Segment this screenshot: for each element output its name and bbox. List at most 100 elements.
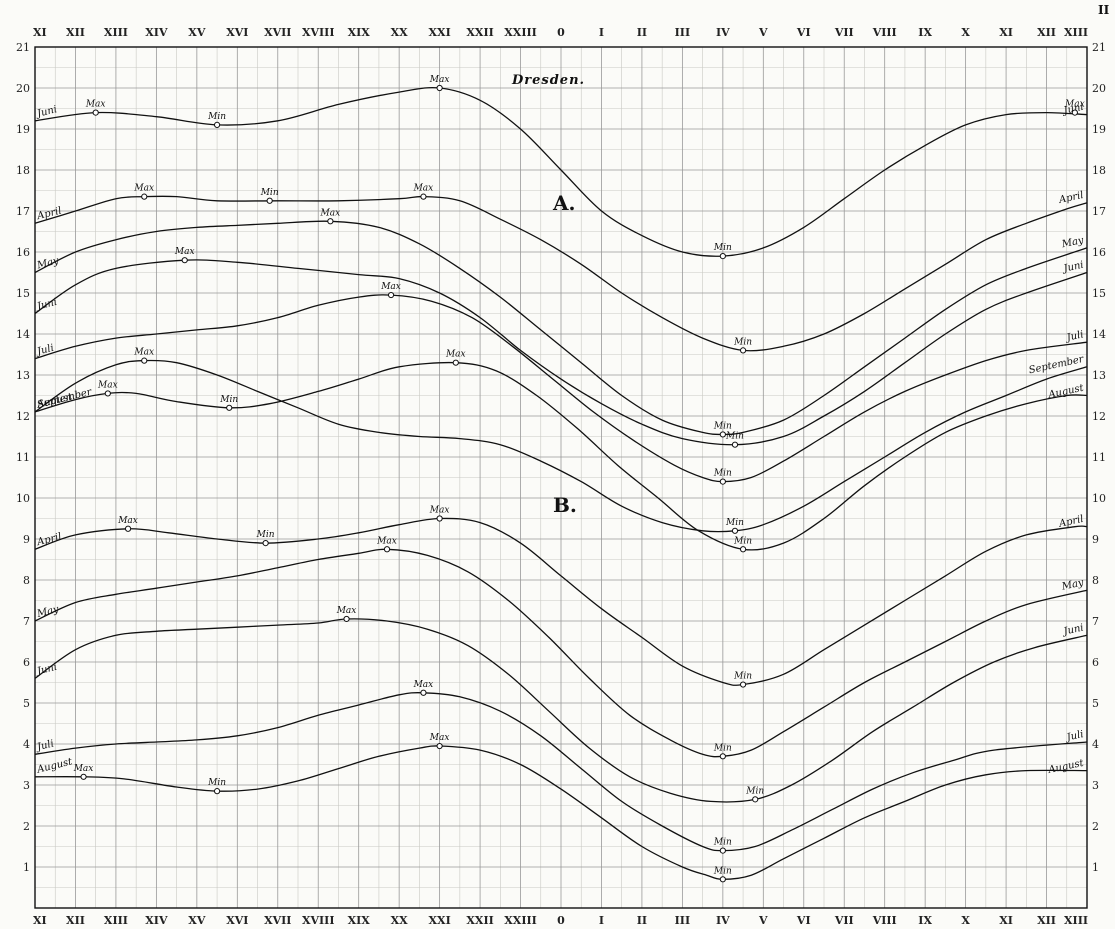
min-label: Min: [219, 395, 238, 405]
y-tick-label-right: 4: [1092, 738, 1099, 751]
min-marker: [719, 253, 726, 260]
x-axis-bottom: XI XII XIII XIV XV XVI XVII XVIII XIX XX XXI XXII XX…: [33, 914, 1088, 927]
series-label-end: April: [1057, 514, 1085, 530]
x-tick-label-bottom: XIX: [348, 914, 371, 927]
series-label-end: Juli: [1064, 729, 1085, 744]
series-juli: Juli Juli Max Min: [34, 282, 1088, 485]
min-label: Min: [713, 469, 732, 479]
max-label: Max: [429, 506, 450, 516]
x-tick-label-top: XXII: [466, 26, 493, 39]
x-tick-label-bottom: II: [637, 914, 647, 927]
series-line-may: [34, 548, 1088, 758]
series-group-b: April April Max Min Max Min May May Max Min Juni Ju…: [34, 506, 1088, 883]
max-marker: [141, 193, 148, 200]
group-label-b: B.: [553, 493, 577, 517]
x-tick-label-bottom: XVIII: [302, 914, 335, 927]
series-label-start: August: [35, 756, 74, 776]
x-tick-label-top: IV: [716, 26, 730, 39]
x-tick-label-bottom: III: [675, 914, 690, 927]
min-marker: [719, 847, 726, 854]
x-tick-label-bottom: XX: [391, 914, 409, 927]
y-tick-label-left: 9: [23, 533, 30, 546]
y-tick-label-left: 2: [23, 820, 30, 833]
x-tick-label-top: XI: [999, 26, 1013, 39]
min-label: Min: [713, 743, 732, 753]
x-tick-label-top: XVII: [264, 26, 291, 39]
max-marker: [436, 742, 443, 750]
series-line-april: [34, 517, 1088, 686]
series-label-start: May: [35, 604, 60, 620]
series-label-start: April: [35, 531, 63, 548]
series-label-end: August: [1046, 758, 1085, 777]
x-tick-label-bottom: XV: [188, 914, 206, 927]
series-line-juni: [34, 87, 1088, 257]
max-label: Max: [336, 606, 357, 616]
max-marker: [436, 515, 443, 522]
x-tick-label-top: VII: [834, 26, 854, 39]
max-marker: [181, 257, 188, 264]
max-label: Max: [85, 100, 106, 110]
x-tick-label-top: V: [758, 26, 768, 39]
max-label: Max: [1064, 100, 1085, 110]
y-tick-label-left: 20: [16, 82, 30, 95]
min-label: Min: [725, 432, 744, 442]
min-label: Min: [733, 536, 752, 546]
min-marker: [719, 431, 726, 438]
min-label: Min: [733, 337, 752, 347]
x-tick-label-top: XVI: [226, 26, 248, 39]
chart-frame: [34, 46, 1088, 909]
max-label: Max: [429, 733, 450, 743]
series-line-august: [34, 361, 1088, 551]
min-label: Min: [745, 786, 764, 796]
series-label-start: Juni: [34, 662, 58, 678]
x-tick-label-top: XXIII: [504, 26, 537, 39]
max-label: Max: [73, 764, 94, 774]
min-label: Min: [733, 672, 752, 682]
min-marker: [213, 788, 221, 795]
min-label: Min: [256, 530, 275, 540]
x-tick-label-top: XIX: [348, 26, 371, 39]
series-line-september: [34, 359, 1088, 533]
max-label: Max: [117, 516, 138, 526]
max-marker: [420, 193, 427, 200]
x-tick-label-bottom: XII: [66, 914, 85, 927]
max-marker: [141, 357, 148, 364]
y-tick-label-left: 8: [23, 574, 30, 587]
y-tick-label-right: 10: [1092, 492, 1106, 505]
minor-grid: [35, 47, 1087, 908]
x-tick-label-bottom: VIII: [872, 914, 897, 927]
min-marker: [719, 478, 726, 485]
y-tick-label-right: 3: [1092, 779, 1099, 792]
min-label: Min: [260, 188, 279, 198]
min-marker: [739, 347, 747, 354]
series-label-end: Juli: [1064, 329, 1085, 344]
min-label: Min: [207, 112, 226, 122]
y-tick-label-right: 17: [1092, 205, 1106, 218]
max-label: Max: [320, 208, 341, 218]
max-label: Max: [445, 350, 466, 360]
y-tick-label-right: 20: [1092, 82, 1106, 95]
plate-number: II: [1098, 3, 1110, 17]
max-label: Max: [133, 184, 154, 194]
x-tick-label-top: XV: [188, 26, 206, 39]
x-tick-label-top: VIII: [872, 26, 897, 39]
x-tick-label-bottom: IX: [918, 914, 932, 927]
y-tick-label-right: 21: [1092, 41, 1106, 54]
x-tick-label-top: 0: [557, 26, 565, 39]
x-tick-label-bottom: VI: [796, 914, 811, 927]
series-juni: Juni Juni Max Min: [34, 606, 1088, 803]
x-axis-top: XI XII XIII XIV XV XVI XVII XVIII XIX XX XXI XXII XX…: [33, 26, 1088, 39]
series-label-end: May: [1060, 577, 1085, 593]
y-tick-label-right: 13: [1092, 369, 1106, 382]
y-tick-label-left: 17: [16, 205, 30, 218]
min-label: Min: [713, 421, 732, 431]
x-tick-label-bottom: XIII: [1064, 914, 1088, 927]
y-tick-label-right: 6: [1092, 656, 1099, 669]
x-tick-label-bottom: XII: [1037, 914, 1056, 927]
x-tick-label-bottom: XIII: [104, 914, 128, 927]
max-marker: [387, 291, 395, 299]
